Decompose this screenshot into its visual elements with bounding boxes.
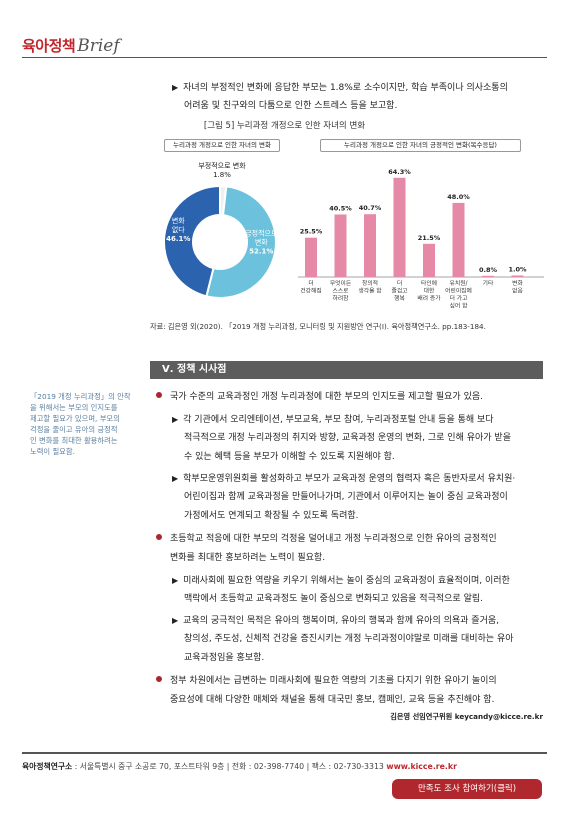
intro-line-2: 어려움 및 친구와의 다툼으로 인한 스트레스 등을 보고함. [184,101,398,111]
bar-value-label: 1.0% [508,266,527,274]
bar-value-label: 21.5% [418,234,441,242]
brand-name-english: Brief [77,36,120,56]
footer-org: 육아정책연구소 [22,762,73,771]
footer-divider [22,752,547,754]
bar-2 [364,214,376,277]
bar-category-label: 더 건강해짐 [300,279,321,295]
intro-line-1: ▶ 자녀의 부정적인 변화에 응답한 부모는 1.8%로 소수이지만, 학습 부족… [172,83,508,93]
bar-category-label: 유치원/어린이집에 더 가고 싶어 함 [445,279,472,310]
triangle-bullet-icon: ▶ [172,576,179,585]
bar-value-label: 25.5% [300,228,323,236]
sidebar-line: 인 변화를 최대한 활용하려는 [30,436,118,445]
triangle-bullet-icon: ▶ [172,415,179,424]
pie-slice-label: 변화 없다 46.1% [166,217,190,243]
bullet-dot-icon [156,392,162,398]
policy-bullet-line: 중요성에 대해 다양한 매체와 채널을 통해 대국민 홍보, 캠페인, 교육 등… [170,695,495,705]
policy-bullet-3: 정부 차원에서는 급변하는 미래사회에 필요한 역량의 기초를 다지기 위한 유… [156,672,497,691]
bar-category-label: 창의적 생각을 함 [358,279,382,295]
bar-category-label: 더 즐겁고 행복 [392,279,409,302]
policy-sub-line: 교육과정임을 홍보함. [184,653,265,663]
bar-6 [482,275,494,277]
triangle-bullet-icon: ▶ [172,83,179,92]
bar-3 [393,177,406,277]
triangle-bullet-icon: ▶ [172,616,179,625]
bar-chart: 25.5% 더 건강해짐 40.5% 무엇이든 스스로 하려함 40.7% 창의적 생각을 함 64… [298,168,544,310]
policy-sub-bullet: ▶ 각 기관에서 오리엔테이션, 부모교육, 부모 참여, 누리과정포털 안내 등… [172,415,494,425]
pie-slice-label: 부정적으로 변화 1.8% [198,161,246,179]
bar-category-label: 변화 없음 [512,279,523,295]
bar-category-label: 타인에 대한 배려 증가 [417,279,441,302]
bullet-dot-icon [156,676,162,682]
bar-7 [511,275,524,277]
survey-button[interactable]: 만족도 조사 참여하기(클릭) [392,779,542,799]
policy-sub-line: 맥락에서 초등학교 교육과정도 놀이 중심으로 변화되고 있음을 적극적으로 알… [184,594,483,604]
bar-value-label: 40.7% [359,204,382,212]
pie-donut-hole [192,214,248,270]
author-credit: 김은영 선임연구위원 keycandy@kicce.re.kr [390,712,543,721]
bar-4 [423,243,435,277]
policy-sub-bullet: ▶ 미래사회에 필요한 역량을 키우기 위해서는 놀이 중심의 교육과정이 효율적… [172,576,510,586]
section-header: Ⅴ. 정책 시사점 [150,361,543,379]
policy-bullet-2: 초등학교 적응에 대한 부모의 걱정을 덜어내고 개정 누리과정으로 인한 유아… [156,530,497,549]
sidebar-line: 「2019 개정 누리과정」의 안착 [30,392,131,401]
bar-5 [452,202,465,277]
figure-source: 자료: 김은영 외(2020). 「2019 개정 누리과정, 모니터링 및 지… [150,322,486,331]
bar-category-label: 기타 [483,279,494,287]
brand-name-korean: 육아정책 [22,37,76,55]
footer-info: 육아정책연구소 : 서울특별시 중구 소공로 70, 포스트타워 9층 | 전화… [22,761,457,772]
header-divider [22,57,547,58]
bar-chart-title: 누리과정 개정으로 인한 자녀의 긍정적인 변화(복수응답) [320,139,521,152]
page-header: 육아정책 Brief [22,30,120,56]
footer-address: : 서울특별시 중구 소공로 70, 포스트타워 9층 | 전화 : 02-39… [72,762,387,771]
policy-bullet-line: 변화를 최대한 홍보하려는 노력이 필요함. [170,553,326,563]
bar-value-label: 64.3% [388,168,411,176]
policy-sub-line: 창의성, 주도성, 신체적 건강을 증진시키는 개정 누리과정이야말로 미래를 … [184,634,514,644]
bar-0 [305,237,317,277]
sidebar-line: 걱정을 줄이고 유아의 긍정적 [30,425,118,434]
bullet-dot-icon [156,534,162,540]
sidebar-summary: 「2019 개정 누리과정」의 안착 을 위해서는 부모의 인지도를 제고할 필… [30,391,142,457]
bar-value-label: 48.0% [447,193,470,201]
figure-title: [그림 5] 누리과정 개정으로 인한 자녀의 변화 [203,121,366,131]
sidebar-line: 제고할 필요가 있으며, 부모의 [30,414,120,423]
policy-sub-line: 어린이집과 함께 교육과정을 만들어나가며, 기관에서 이루어지는 놀이 중심 … [184,492,508,502]
policy-sub-line: 가정에서도 연계되고 확장될 수 있도록 독려함. [184,511,359,521]
bar-1 [334,214,347,277]
footer-url-link[interactable]: www.kicce.re.kr [386,762,457,771]
pie-slice-label: 긍정적으로 변화 52.1% [245,229,278,256]
policy-sub-line: 적극적으로 개정 누리과정의 취지와 방향, 교육과정 운영의 변화, 그로 인… [184,433,511,443]
policy-bullet-1: 국가 수준의 교육과정인 개정 누리과정에 대한 부모의 인지도를 제고할 필요… [156,388,483,407]
policy-sub-line: 수 있는 혜택 등을 부모가 이해할 수 있도록 지원해야 함. [184,452,395,462]
bar-value-label: 0.8% [479,266,498,274]
bar-category-label: 무엇이든 스스로 하려함 [330,279,352,302]
pie-chart: 부정적으로 변화 1.8% 긍정적으로 변화 52.1% 변화 없다 46.1% [163,161,278,299]
pie-chart-title: 누리과정 개정으로 인한 자녀의 변화 [164,139,280,152]
triangle-bullet-icon: ▶ [172,474,179,483]
policy-sub-bullet: ▶ 교육의 궁극적인 목적은 유아의 행복이며, 유아의 행복과 함께 유아의 의… [172,616,500,626]
bar-value-label: 40.5% [329,205,352,213]
sidebar-line: 노력이 필요함. [30,447,75,456]
policy-sub-bullet: ▶ 학부모운영위원회를 활성화하고 부모가 교육과정 운영의 협력자 혹은 동반자… [172,474,516,484]
sidebar-line: 을 위해서는 부모의 인지도를 [30,403,118,412]
